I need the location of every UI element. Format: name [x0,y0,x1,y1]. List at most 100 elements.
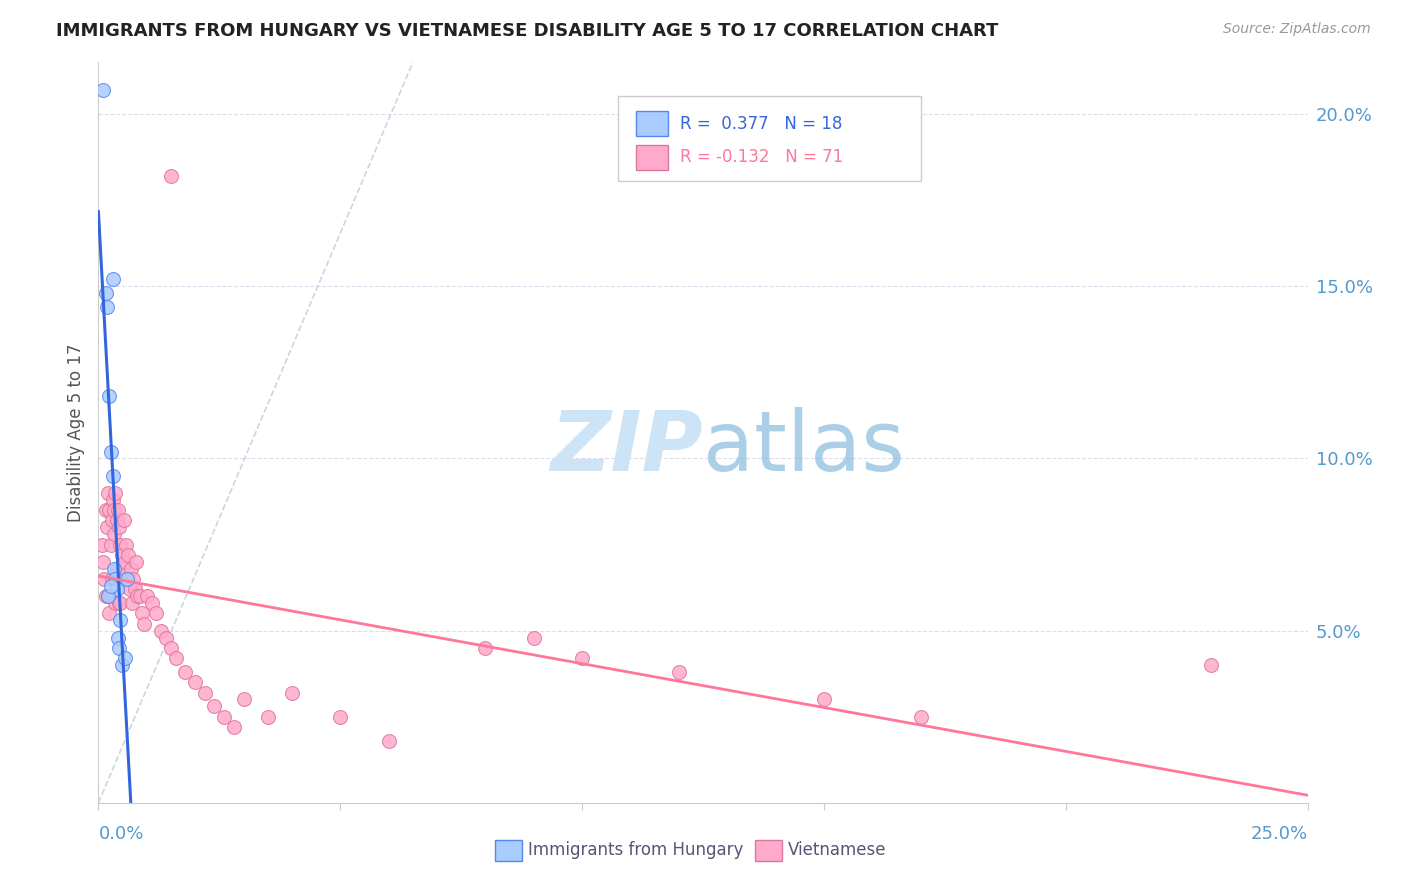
FancyBboxPatch shape [755,840,782,862]
Point [222,720,245,734]
FancyBboxPatch shape [637,112,668,136]
Point [97,486,120,500]
Point [98,389,121,403]
Text: ZIP: ZIP [550,407,703,488]
Point [135,589,157,603]
Point [107,596,129,610]
Point [115,537,138,551]
Point [127,589,149,603]
Point [174,665,197,679]
Point [111,658,134,673]
Point [1199,658,1222,673]
Text: IMMIGRANTS FROM HUNGARY VS VIETNAMESE DISABILITY AGE 5 TO 17 CORRELATION CHART: IMMIGRANTS FROM HUNGARY VS VIETNAMESE DI… [56,22,998,40]
Point [474,640,496,655]
Point [114,555,136,569]
Point [571,651,593,665]
Text: 25.0%: 25.0% [1250,825,1308,843]
Point [105,561,128,575]
Point [204,699,226,714]
Point [98,503,121,517]
Point [94,503,117,517]
Point [101,468,124,483]
Point [111,561,134,575]
Point [97,589,120,603]
Point [124,582,146,597]
Point [96,520,118,534]
Point [101,272,124,286]
Text: Source: ZipAtlas.com: Source: ZipAtlas.com [1223,22,1371,37]
Point [100,444,122,458]
Point [101,513,124,527]
Point [232,692,254,706]
Point [160,169,183,183]
Point [128,589,150,603]
Point [98,607,121,621]
Point [104,596,127,610]
Point [97,589,120,603]
Point [94,286,117,301]
Point [112,513,135,527]
Point [523,631,546,645]
Point [105,513,128,527]
Point [194,685,217,699]
Point [184,675,207,690]
Point [813,692,835,706]
Text: Vietnamese: Vietnamese [787,841,886,859]
Point [212,709,235,723]
Point [120,561,142,575]
Point [145,607,167,621]
Text: R = -0.132   N = 71: R = -0.132 N = 71 [681,148,844,166]
Point [122,572,145,586]
FancyBboxPatch shape [495,840,522,862]
Point [160,640,183,655]
Point [117,572,139,586]
Point [101,492,124,507]
Point [256,709,278,723]
Point [118,582,141,597]
Point [96,300,118,314]
Point [107,631,129,645]
Point [103,503,125,517]
Point [103,561,125,575]
Point [108,537,131,551]
Point [329,709,352,723]
Point [91,555,114,569]
Point [100,537,122,551]
Point [108,613,131,627]
Point [150,624,173,638]
Point [377,734,399,748]
FancyBboxPatch shape [619,95,921,181]
FancyBboxPatch shape [637,145,668,169]
Point [125,555,148,569]
Point [111,548,134,562]
Point [107,520,129,534]
Point [141,596,163,610]
Point [104,572,127,586]
Point [121,596,143,610]
Point [107,503,129,517]
Point [100,589,122,603]
Point [117,548,139,562]
Point [114,651,136,665]
Point [94,589,117,603]
Point [668,665,690,679]
Text: Immigrants from Hungary: Immigrants from Hungary [527,841,742,859]
Point [105,582,128,597]
Text: 0.0%: 0.0% [98,825,143,843]
Point [108,596,131,610]
Point [117,572,139,586]
Point [91,537,114,551]
Point [93,572,115,586]
Point [910,709,932,723]
Point [131,607,153,621]
Point [91,83,114,97]
Point [101,589,124,603]
Point [101,572,124,586]
Point [134,616,156,631]
Point [107,572,129,586]
Y-axis label: Disability Age 5 to 17: Disability Age 5 to 17 [66,343,84,522]
Text: atlas: atlas [703,407,904,488]
Text: R =  0.377   N = 18: R = 0.377 N = 18 [681,115,842,133]
Point [155,631,177,645]
Point [165,651,187,665]
